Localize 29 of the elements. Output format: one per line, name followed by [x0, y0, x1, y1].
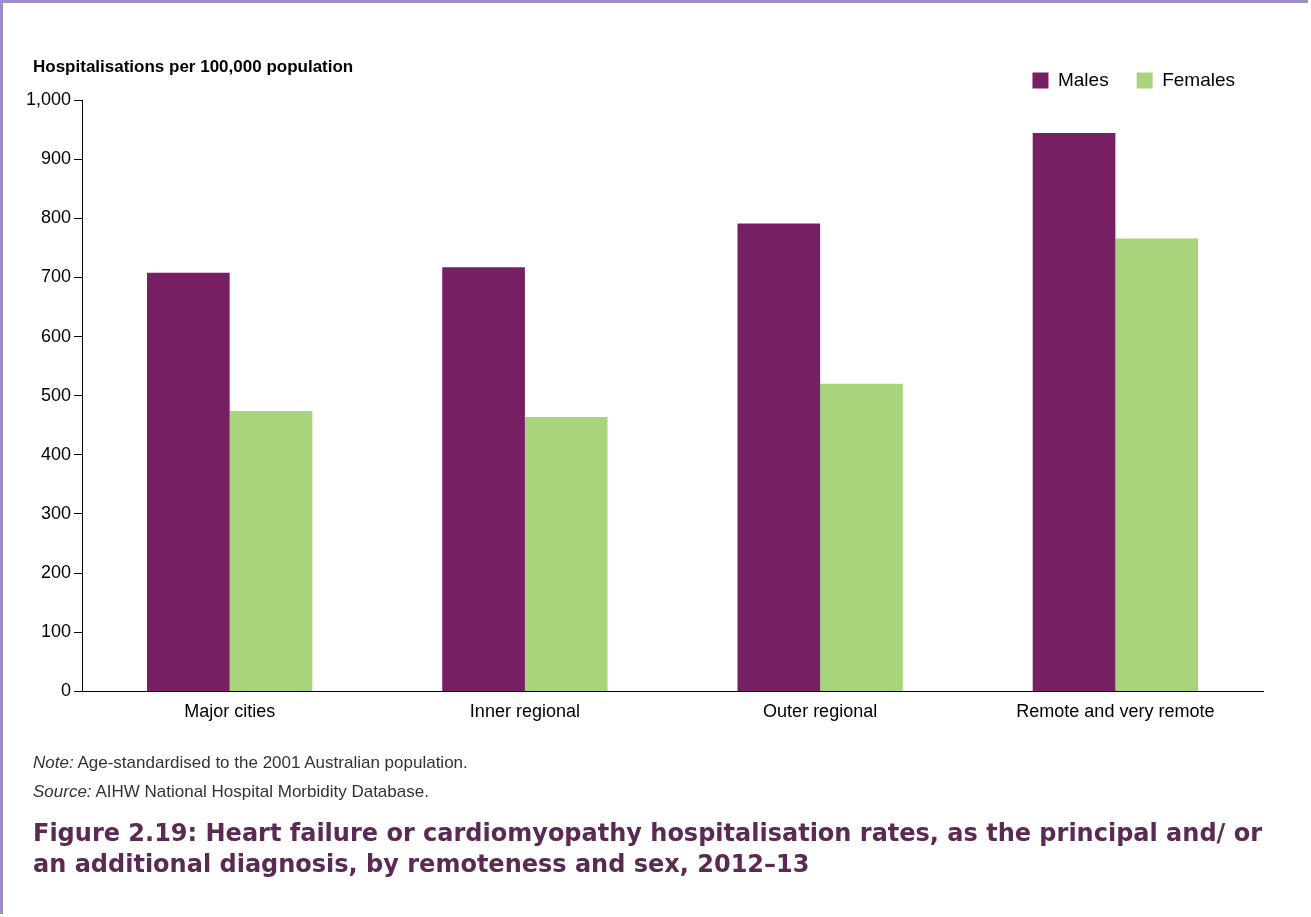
y-tick-label: 700 — [41, 266, 72, 287]
x-tick-label: Inner regional — [469, 701, 580, 722]
bar — [1032, 133, 1116, 691]
y-tick-label: 1,000 — [26, 88, 72, 109]
bar — [147, 272, 230, 691]
y-tick-label: 200 — [41, 562, 72, 583]
x-tick-label: Outer regional — [763, 701, 878, 722]
y-tick-label: 400 — [41, 443, 72, 464]
y-tick-label: 300 — [41, 502, 72, 523]
x-tick-label: Remote and very remote — [1016, 701, 1215, 722]
bar — [1115, 238, 1199, 691]
bar — [737, 223, 821, 691]
bar — [820, 383, 903, 691]
y-tick-label: 800 — [41, 207, 72, 228]
source-note: Source: AIHW National Hospital Morbidity Database. — [33, 781, 430, 803]
y-axis-title: Hospitalisations per 100,000 population — [33, 56, 354, 76]
y-tick-label: 900 — [41, 148, 72, 169]
bar — [524, 416, 608, 691]
y-tick-label: 0 — [61, 680, 72, 701]
bar — [229, 411, 313, 691]
y-tick-label: 600 — [41, 325, 72, 346]
legend-label: Males — [1057, 68, 1109, 90]
y-tick-label: 500 — [41, 384, 72, 405]
y-tick-label: 100 — [41, 621, 72, 642]
x-tick-label: Major cities — [184, 701, 276, 722]
legend-label: Females — [1162, 68, 1235, 90]
bar — [442, 267, 525, 691]
text: Figure 2.19: Heart failure or cardiomyopathy hospitalisation rates, as the principal and/ or an additional diagnosis, by remoteness and sex, 2012–13 — [33, 818, 1263, 880]
text: Note: Age-standardised to the 2001 Australian population. — [33, 752, 468, 774]
